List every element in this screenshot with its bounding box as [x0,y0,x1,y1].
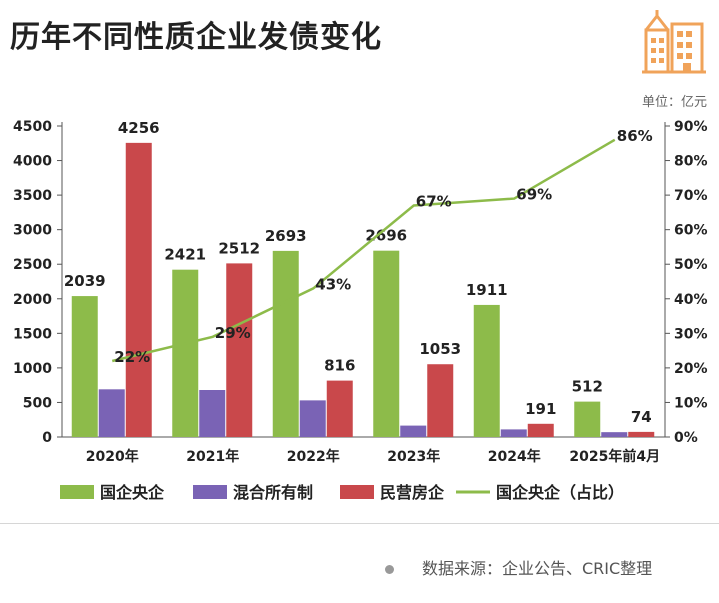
state-central-value-label: 2421 [164,246,206,264]
mixed-ownership-bar [299,400,326,437]
private-value-label: 2512 [218,239,260,257]
left-tick-label: 2500 [13,257,52,273]
left-tick-label: 2000 [13,292,52,308]
mixed-ownership-bar [601,432,628,437]
state-central-bar [272,250,299,437]
share-value-label: 86% [617,127,653,145]
share-value-label: 43% [315,275,351,293]
state-central-value-label: 2693 [265,227,307,245]
footer-divider [0,523,719,524]
private-bar [527,423,554,437]
page-title: 历年不同性质企业发债变化 [10,20,382,55]
x-tick-label: 2025年前4月 [569,448,660,465]
right-tick-label: 30% [674,326,708,342]
left-tick-label: 4500 [13,119,52,135]
legend-swatch-mixed-ownership [193,485,227,499]
private-value-label: 4256 [118,119,160,137]
legend-label: 国企央企 [100,483,165,502]
state-central-value-label: 2039 [64,272,106,290]
source-text: 数据来源：企业公告、CRIC整理 [422,559,653,578]
legend-swatch-state-central [60,485,94,499]
state-central-value-label: 1911 [466,281,508,299]
share-line [111,138,616,363]
share-value-label: 29% [215,324,251,342]
state-central-value-label: 512 [572,378,603,396]
left-tick-label: 1500 [13,326,52,342]
state-central-bar [71,296,98,437]
state-central-bar [172,269,199,437]
private-bar [226,263,253,437]
x-tick-label: 2021年 [186,448,239,465]
right-tick-label: 50% [674,257,708,273]
right-tick-label: 70% [674,188,708,204]
left-tick-label: 1000 [13,361,52,377]
private-value-label: 74 [631,408,652,426]
legend-label: 国企央企（占比） [496,483,624,502]
legend-label: 混合所有制 [233,483,313,502]
private-value-label: 816 [324,357,355,375]
right-tick-label: 0% [674,430,698,446]
left-tick-label: 0 [42,430,52,446]
building-icon [642,10,706,74]
right-tick-label: 80% [674,154,708,170]
bond-issuance-chart: 0 500 1000 1500 2000 2500 3000 3500 4000 4500 0% 10… [13,119,708,502]
state-central-value-label: 2696 [365,227,407,245]
x-tick-label: 2023年 [387,448,440,465]
private-bar [628,431,655,437]
private-value-label: 191 [525,400,556,418]
unit-label: 单位：亿元 [641,95,707,110]
left-tick-label: 500 [23,395,52,411]
right-tick-label: 10% [674,395,708,411]
right-tick-label: 90% [674,119,708,135]
mixed-ownership-bar [400,425,427,437]
x-tick-label: 2022年 [287,448,340,465]
source-note: 数据来源：企业公告、CRIC整理 [385,555,652,579]
right-tick-label: 60% [674,223,708,239]
private-bar [427,364,454,437]
mixed-ownership-bar [199,390,226,437]
legend-label: 民营房企 [380,483,445,502]
state-central-bar [574,401,601,437]
share-value-label: 22% [114,348,150,366]
state-central-bar [473,304,500,437]
bullet-dot [385,565,394,574]
share-value-label: 69% [516,186,552,204]
legend-swatch-private [340,485,374,499]
private-bar [125,142,152,438]
mixed-ownership-bar [500,429,527,437]
left-tick-label: 3000 [13,223,52,239]
right-tick-label: 40% [674,292,708,308]
x-tick-label: 2020年 [86,448,139,465]
share-value-label: 67% [416,192,452,210]
private-bar [326,380,353,437]
left-tick-label: 4000 [13,154,52,170]
left-tick-label: 3500 [13,188,52,204]
right-tick-label: 20% [674,361,708,377]
state-central-bar [373,250,400,437]
x-tick-label: 2024年 [488,448,541,465]
private-value-label: 1053 [419,340,461,358]
mixed-ownership-bar [98,389,125,437]
